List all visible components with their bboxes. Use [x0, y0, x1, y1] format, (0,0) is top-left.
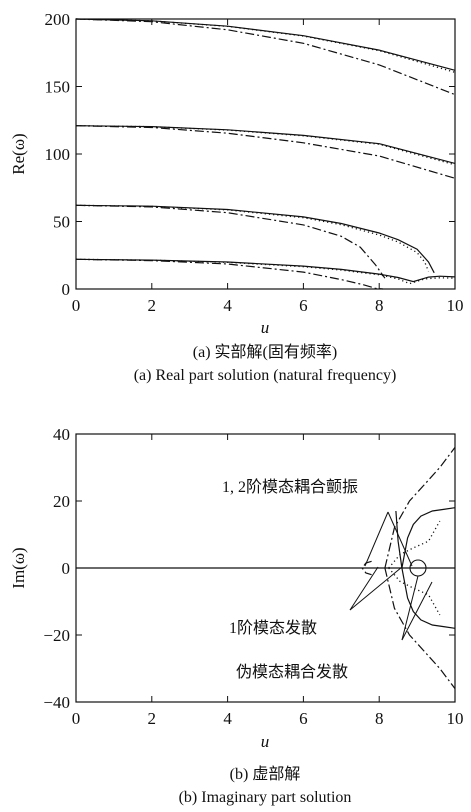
y-tick-group-a: 0 50 100 150 200	[45, 10, 455, 299]
x-tick-label-b-0: 0	[72, 709, 81, 728]
x-tick-label-a-3: 6	[299, 296, 308, 315]
y-tick-label-b-2: 0	[62, 559, 71, 578]
series-line-a-2-dashdot	[75, 18, 456, 96]
series-line-a-7-dotted	[75, 204, 430, 272]
series-line-b-3-solid	[395, 510, 403, 569]
x-axis-label-a: u	[261, 318, 270, 337]
series-line-b-2-solid	[401, 567, 456, 629]
y-tick-label-b-1: −20	[43, 626, 70, 645]
panel-caption-a-en: (a) Real part solution (natural frequenc…	[134, 367, 397, 384]
x-axis-label-b: u	[261, 732, 270, 751]
series-line-a-6-solid	[75, 204, 435, 274]
series-line-a-9-solid	[75, 258, 456, 283]
x-tick-label-b-2: 4	[223, 709, 232, 728]
panel-a-real-part: 0 50 100 150 200 0 2 4 6 8 10 Re(ω) u (a) 实部解(固有频…	[9, 10, 464, 384]
series-line-b-6-dashdot	[361, 560, 372, 576]
annotation-leader-pseudo	[401, 575, 419, 641]
y-tick-label-a-3: 150	[45, 78, 71, 97]
x-tick-label-b-4: 8	[375, 709, 384, 728]
annotation-pseudo-divergence: 伪模态耦合发散	[236, 663, 348, 681]
series-line-a-5-dashdot	[75, 125, 456, 179]
y-tick-label-b-3: 20	[53, 492, 70, 511]
y-axis-label-b: Im(ω)	[9, 547, 28, 588]
series-line-a-1-dotted	[75, 18, 456, 73]
series-line-b-4-dashdot	[384, 447, 456, 569]
y-tick-label-a-0: 0	[62, 280, 71, 299]
y-axis-label-a: Re(ω)	[9, 133, 28, 174]
series-line-a-0-solid	[75, 18, 456, 71]
series-line-a-3-solid	[75, 125, 456, 164]
series-group-a	[75, 18, 456, 290]
panel-caption-b-cn: (b) 虚部解	[230, 765, 301, 783]
y-tick-label-a-4: 200	[45, 10, 71, 29]
annotation-flutter: 1, 2阶模态耦合颤振	[222, 478, 358, 496]
panel-caption-b-en: (b) Imaginary part solution	[179, 789, 352, 806]
x-tick-label-b-5: 10	[447, 709, 464, 728]
annotation-leader-flutter	[387, 511, 413, 567]
annotation-leader-pseudo-2	[401, 581, 433, 641]
x-tick-label-a-4: 8	[375, 296, 384, 315]
series-line-a-10-dotted	[75, 258, 456, 285]
x-tick-group-a: 0 2 4 6 8 10	[72, 19, 464, 315]
series-group-b	[76, 447, 456, 689]
x-tick-label-a-2: 4	[223, 296, 232, 315]
series-line-b-5-dashdot	[384, 567, 456, 689]
x-tick-group-b: 0 2 4 6 8 10	[72, 434, 464, 728]
x-tick-label-b-1: 2	[148, 709, 157, 728]
y-tick-label-a-1: 50	[53, 213, 70, 232]
series-line-a-8-dashdot	[75, 204, 386, 279]
series-line-a-11-dashdot	[75, 258, 384, 290]
panel-b-imaginary-part: −40 −20 0 20 40 0 2 4 6 8 10 1, 2阶模态耦合颤振 1阶模态发散 伪…	[9, 425, 464, 806]
panel-caption-a-cn: (a) 实部解(固有频率)	[193, 343, 337, 361]
y-tick-label-b-4: 40	[53, 425, 70, 444]
y-tick-label-b-0: −40	[43, 693, 70, 712]
x-tick-label-b-3: 6	[299, 709, 308, 728]
series-line-a-4-dotted	[75, 125, 456, 166]
series-line-b-1-solid	[401, 507, 456, 569]
x-tick-label-a-5: 10	[447, 296, 464, 315]
annotation-leader-divergence-2	[349, 566, 403, 611]
annotation-leader-divergence	[349, 566, 379, 611]
x-tick-label-a-0: 0	[72, 296, 81, 315]
annotation-leader-flutter-2	[364, 511, 389, 567]
plot-frame-a	[75, 18, 456, 290]
y-tick-label-a-2: 100	[45, 145, 71, 164]
annotation-mode1-divergence: 1阶模态发散	[229, 619, 317, 637]
x-tick-label-a-1: 2	[148, 296, 157, 315]
annotation-group-b: 1, 2阶模态耦合颤振 1阶模态发散 伪模态耦合发散	[222, 478, 433, 681]
